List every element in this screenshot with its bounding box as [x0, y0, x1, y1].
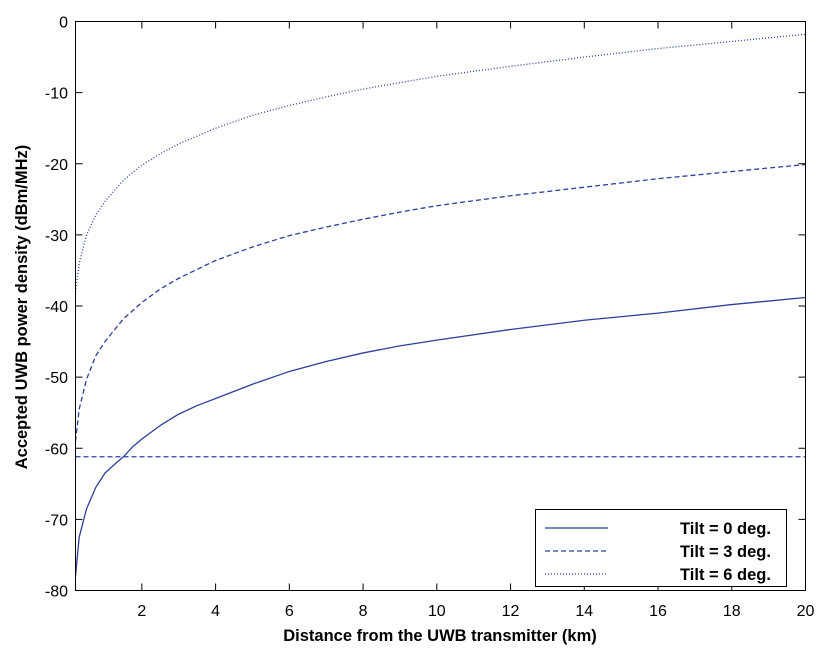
- y-tick-label: -80: [45, 584, 68, 601]
- x-tick-label: 14: [575, 603, 593, 620]
- legend: Tilt = 0 deg. Tilt = 3 deg. Tilt = 6 deg…: [535, 509, 787, 587]
- x-tick-label: 4: [211, 603, 220, 620]
- y-tick-label: -50: [45, 370, 68, 387]
- plot-area: [74, 33, 806, 577]
- x-axis-title: Distance from the UWB transmitter (km): [283, 627, 597, 645]
- x-tick-label: 2: [137, 603, 146, 620]
- x-tick-label: 10: [428, 603, 446, 620]
- series-line-tilt-3: [74, 163, 806, 442]
- x-tick-label: 12: [502, 603, 520, 620]
- series-line-tilt-6: [74, 33, 806, 292]
- y-tick-label: -60: [45, 441, 68, 458]
- y-axis-title: Accepted UWB power density (dBm/MHz): [13, 145, 31, 470]
- x-tick-label: 8: [359, 603, 368, 620]
- legend-box: [535, 509, 787, 587]
- x-axis: 2 4 6 8 10 12 14 16 18 20: [137, 21, 815, 620]
- y-tick-label: -30: [45, 228, 68, 245]
- y-tick-label: 0: [59, 15, 68, 32]
- x-tick-label: 16: [649, 603, 667, 620]
- x-tick-label: 6: [285, 603, 294, 620]
- legend-label-tilt-0: Tilt = 0 deg.: [680, 520, 771, 538]
- y-tick-label: -40: [45, 299, 68, 316]
- x-tick-label: 18: [723, 603, 741, 620]
- y-tick-label: -10: [45, 86, 68, 103]
- y-axis: 0 -10 -20 -30 -40 -50 -60 -70 -80: [45, 15, 806, 601]
- y-tick-label: -70: [45, 512, 68, 529]
- series-line-tilt-0: [74, 296, 806, 577]
- y-tick-label: -20: [45, 157, 68, 174]
- legend-label-tilt-3: Tilt = 3 deg.: [680, 543, 771, 561]
- legend-label-tilt-6: Tilt = 6 deg.: [680, 566, 771, 584]
- x-tick-label: 20: [797, 603, 815, 620]
